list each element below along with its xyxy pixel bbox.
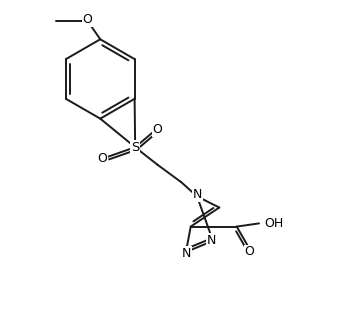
Text: N: N bbox=[207, 234, 216, 247]
Text: O: O bbox=[97, 152, 107, 165]
Text: O: O bbox=[245, 245, 254, 258]
Text: O: O bbox=[245, 245, 254, 258]
Text: O: O bbox=[152, 123, 162, 136]
Text: O: O bbox=[152, 123, 162, 136]
Text: N: N bbox=[181, 247, 191, 260]
Text: O: O bbox=[97, 152, 107, 165]
Text: O: O bbox=[83, 13, 92, 26]
Text: N: N bbox=[207, 234, 216, 247]
Text: N: N bbox=[181, 247, 191, 260]
Text: N: N bbox=[192, 188, 202, 201]
Text: OH: OH bbox=[265, 217, 284, 230]
Text: N: N bbox=[192, 188, 202, 201]
Text: S: S bbox=[131, 141, 140, 154]
Text: O: O bbox=[83, 13, 92, 26]
Text: S: S bbox=[131, 141, 140, 154]
Text: OH: OH bbox=[265, 217, 284, 230]
